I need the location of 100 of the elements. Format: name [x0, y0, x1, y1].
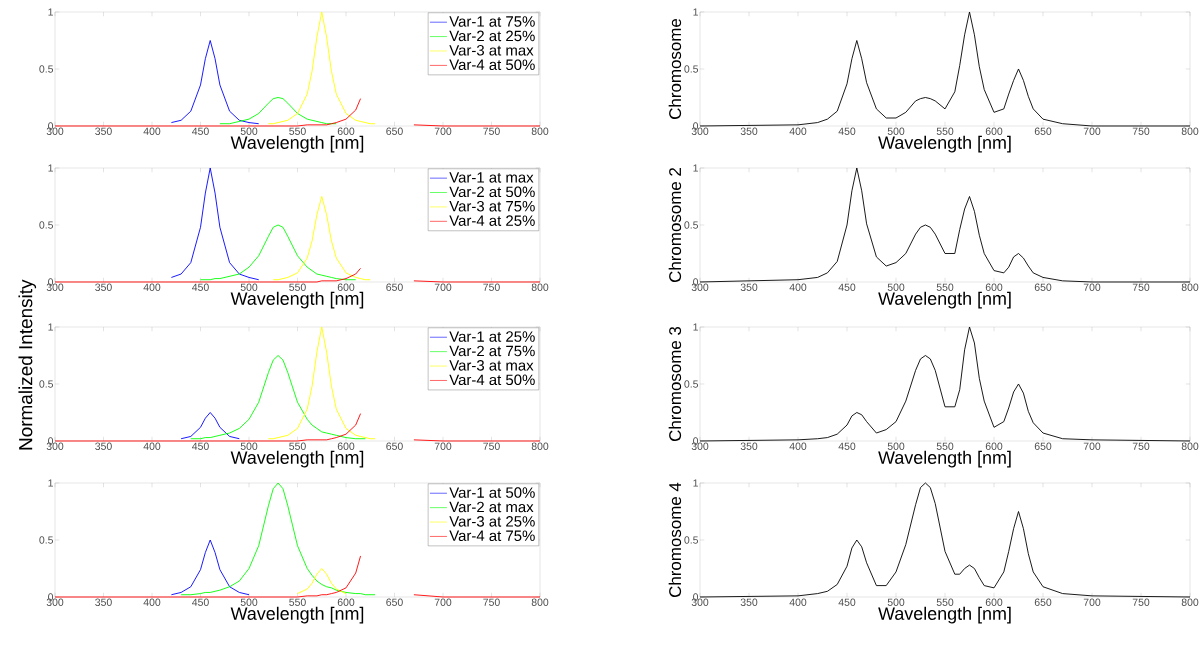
x-tick-label: 550	[936, 283, 954, 291]
legend-label: Var-1 at 75%	[449, 16, 535, 27]
x-tick-label: 650	[1034, 442, 1052, 450]
x-tick-label: 500	[887, 598, 905, 606]
legend-label: Var-2 at 25%	[449, 30, 535, 42]
legend-label: Var-3 at 25%	[449, 516, 535, 527]
y-tick-label: 1	[48, 323, 53, 331]
x-tick-label: 350	[740, 598, 758, 606]
line-series	[272, 196, 371, 281]
x-tick-label: 600	[985, 442, 1003, 450]
y-tick-label: 0.5	[39, 221, 54, 229]
x-tick-label: 400	[789, 598, 807, 606]
legend-label: Var-2 at 75%	[449, 345, 535, 357]
line-series	[699, 482, 1191, 598]
x-tick-label: 600	[337, 283, 355, 291]
x-tick-label: 800	[1181, 127, 1199, 135]
x-tick-label: 450	[838, 127, 856, 135]
line-series	[699, 167, 1191, 283]
y-axis-title: Chromosome	[668, 18, 682, 119]
line-series	[170, 167, 260, 281]
x-tick-label: 400	[143, 598, 161, 606]
x-tick-label: 600	[985, 127, 1003, 135]
x-tick-label: 800	[531, 598, 549, 606]
x-tick-label: 600	[985, 598, 1003, 606]
legend-label: Var-4 at 50%	[449, 374, 535, 386]
y-tick-label: 1	[48, 479, 53, 487]
x-axis-title: Wavelength [nm]	[878, 291, 1011, 309]
y-axis-title: Chromosome 4	[668, 482, 682, 598]
y-tick-label: 1	[693, 323, 698, 331]
x-tick-label: 650	[386, 283, 403, 291]
y-tick-label: 0.5	[39, 536, 54, 544]
legend-label: Var-4 at 50%	[449, 59, 535, 71]
legend-label: Var-1 at 50%	[449, 487, 535, 498]
x-tick-label: 750	[483, 598, 500, 606]
x-tick-label: 350	[95, 442, 112, 450]
legend-label: Var-4 at 25%	[449, 215, 535, 226]
y-tick-label: 0.5	[684, 536, 699, 544]
x-tick-label: 400	[143, 442, 161, 450]
x-tick-label: 350	[95, 127, 112, 135]
y-axis-title: Normalized Intensity	[18, 279, 37, 450]
x-tick-label: 550	[936, 598, 954, 606]
legend-label: Var-2 at max	[449, 501, 534, 513]
legend-label: Var-3 at max	[449, 45, 534, 56]
x-axis-title: Wavelength [nm]	[878, 135, 1011, 153]
x-tick-label: 550	[289, 442, 306, 450]
x-tick-label: 650	[386, 598, 403, 606]
y-axis-title: Chromosome 3	[668, 326, 682, 442]
line-series	[297, 568, 347, 595]
x-tick-label: 700	[1083, 283, 1101, 291]
x-tick-label: 450	[192, 283, 209, 291]
x-tick-label: 600	[337, 598, 355, 606]
x-tick-label: 450	[838, 598, 856, 606]
y-tick-label: 1	[693, 8, 698, 16]
x-tick-label: 600	[985, 283, 1003, 291]
x-tick-label: 400	[789, 442, 807, 450]
x-tick-label: 650	[1034, 127, 1052, 135]
x-tick-label: 550	[289, 127, 306, 135]
x-tick-label: 650	[1034, 598, 1052, 606]
x-tick-label: 700	[1083, 598, 1101, 606]
x-tick-label: 800	[1181, 598, 1199, 606]
y-tick-label: 0.5	[39, 380, 54, 388]
y-tick-label: 0.5	[684, 380, 699, 388]
x-tick-label: 750	[483, 442, 500, 450]
y-tick-label: 0.5	[39, 65, 54, 73]
x-tick-label: 700	[434, 127, 452, 135]
x-tick-label: 600	[337, 127, 355, 135]
y-axis-title: Chromosome 2	[668, 167, 682, 283]
line-series	[699, 11, 1191, 127]
x-tick-label: 550	[936, 127, 954, 135]
x-tick-label: 550	[289, 283, 306, 291]
x-tick-label: 750	[1132, 442, 1150, 450]
legend-label: Var-3 at max	[449, 360, 534, 371]
legend-label: Var-4 at 75%	[449, 530, 535, 542]
x-tick-label: 450	[192, 127, 209, 135]
x-tick-label: 350	[95, 598, 112, 606]
x-tick-label: 500	[887, 283, 905, 291]
line-series	[180, 412, 240, 440]
y-tick-label: 0.5	[684, 221, 699, 229]
x-tick-label: 800	[531, 127, 549, 135]
x-axis-title: Wavelength [nm]	[230, 606, 364, 624]
x-tick-label: 750	[1132, 127, 1150, 135]
x-tick-label: 450	[838, 442, 856, 450]
x-tick-label: 350	[740, 283, 758, 291]
x-tick-label: 800	[531, 283, 549, 291]
x-tick-label: 650	[386, 127, 403, 135]
x-tick-label: 400	[143, 283, 161, 291]
line-series	[170, 539, 250, 596]
x-tick-label: 800	[1181, 283, 1199, 291]
x-tick-label: 400	[789, 283, 807, 291]
x-tick-label: 400	[789, 127, 807, 135]
legend-label: Var-1 at 25%	[449, 331, 535, 342]
x-tick-label: 550	[289, 598, 306, 606]
legend-label: Var-1 at max	[449, 172, 534, 183]
x-tick-label: 350	[95, 283, 112, 291]
x-tick-label: 700	[1083, 127, 1101, 135]
y-tick-label: 1	[48, 164, 53, 172]
x-tick-label: 750	[1132, 598, 1150, 606]
x-tick-label: 700	[434, 442, 452, 450]
x-tick-label: 700	[1083, 442, 1101, 450]
x-tick-label: 650	[386, 442, 403, 450]
